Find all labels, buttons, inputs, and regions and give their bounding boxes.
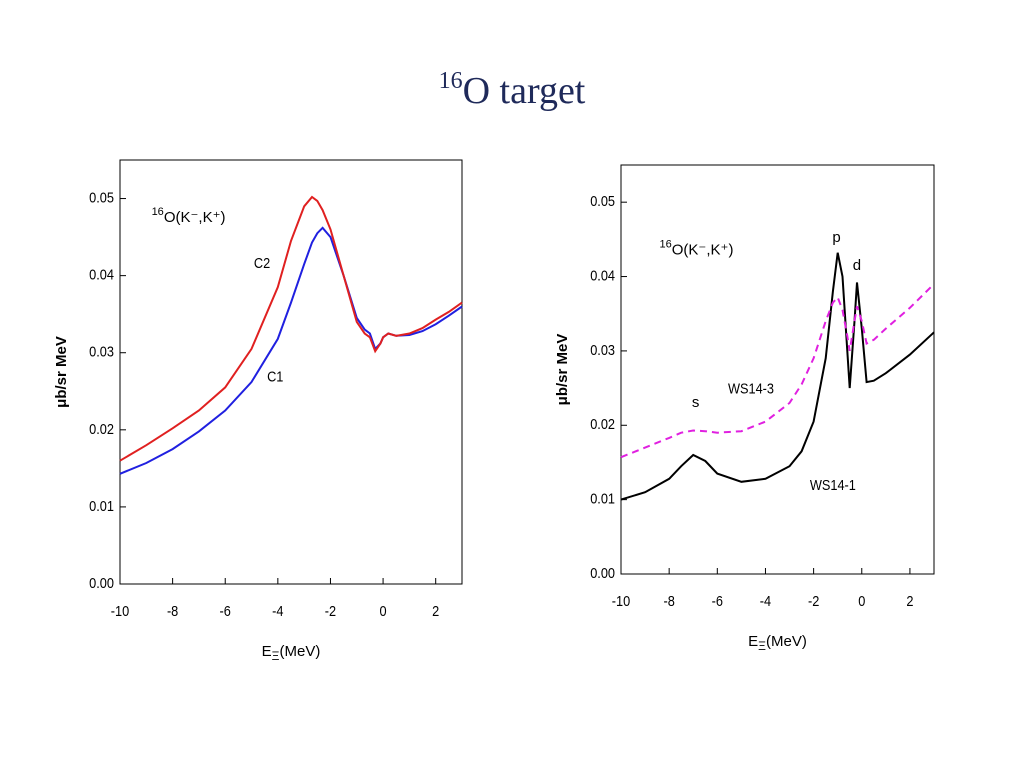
x-tick-label: -4 — [760, 592, 772, 609]
title-superscript: 16 — [439, 68, 463, 94]
series-label: WS14-3 — [728, 380, 774, 397]
y-tick-label: 0.02 — [89, 420, 114, 437]
y-axis-label: μb/sr MeV — [53, 336, 70, 408]
x-tick-label: 2 — [432, 602, 439, 619]
y-tick-label: 0.04 — [590, 266, 615, 283]
reaction-mass: 16 — [660, 238, 672, 250]
x-axis-label: EΞ(MeV) — [748, 633, 807, 653]
x-tick-label: -6 — [712, 592, 724, 609]
x-tick-label: -4 — [272, 602, 284, 619]
peak-label: p — [832, 229, 840, 246]
x-label-unit: (MeV) — [766, 633, 807, 650]
series-line — [620, 252, 935, 501]
y-tick-label: 0.03 — [590, 341, 615, 358]
x-label-sub: Ξ — [272, 649, 280, 663]
x-tick-label: -10 — [111, 602, 130, 619]
reaction-text: O(K⁻,K⁺) — [164, 209, 226, 226]
slide-title: 16O target — [439, 68, 586, 112]
reaction-label: 16O(K⁻,K⁺) — [660, 238, 734, 258]
y-tick-label: 0.00 — [89, 574, 114, 591]
y-tick-label: 0.03 — [89, 343, 114, 360]
series-line — [119, 226, 463, 475]
x-tick-label: 0 — [858, 592, 865, 609]
x-tick-label: -10 — [612, 592, 631, 609]
title-text: O target — [463, 70, 586, 112]
series-line — [119, 195, 463, 462]
peak-label: d — [853, 257, 861, 274]
x-tick-label: -2 — [325, 602, 337, 619]
x-label-base: E — [748, 633, 758, 650]
y-axis-label: μb/sr MeV — [554, 334, 571, 406]
peak-label: s — [692, 394, 700, 411]
y-tick-label: 0.02 — [590, 415, 615, 432]
x-tick-label: 2 — [906, 592, 913, 609]
y-tick-label: 0.01 — [89, 497, 114, 514]
x-axis-label: EΞ(MeV) — [262, 643, 321, 663]
reaction-label: 16O(K⁻,K⁺) — [152, 206, 226, 226]
x-tick-label: 0 — [380, 602, 387, 619]
y-tick-label: 0.05 — [590, 192, 615, 209]
y-tick-label: 0.04 — [89, 266, 114, 283]
plot-frame — [119, 159, 463, 585]
series-line — [620, 283, 935, 459]
x-label-base: E — [262, 643, 272, 660]
series-label: WS14-1 — [810, 476, 856, 493]
series-label: C2 — [254, 254, 271, 271]
plot-frame — [620, 164, 935, 575]
x-tick-label: -8 — [663, 592, 675, 609]
y-tick-label: 0.05 — [89, 188, 114, 205]
y-tick-label: 0.00 — [590, 564, 615, 581]
x-tick-label: -6 — [220, 602, 232, 619]
x-tick-label: -8 — [167, 602, 179, 619]
x-label-unit: (MeV) — [279, 643, 320, 660]
reaction-text: O(K⁻,K⁺) — [672, 241, 734, 258]
series-label: C1 — [267, 367, 284, 384]
x-tick-label: -2 — [808, 592, 820, 609]
y-tick-label: 0.01 — [590, 490, 615, 507]
x-label-sub: Ξ — [758, 639, 766, 653]
reaction-mass: 16 — [152, 206, 164, 218]
